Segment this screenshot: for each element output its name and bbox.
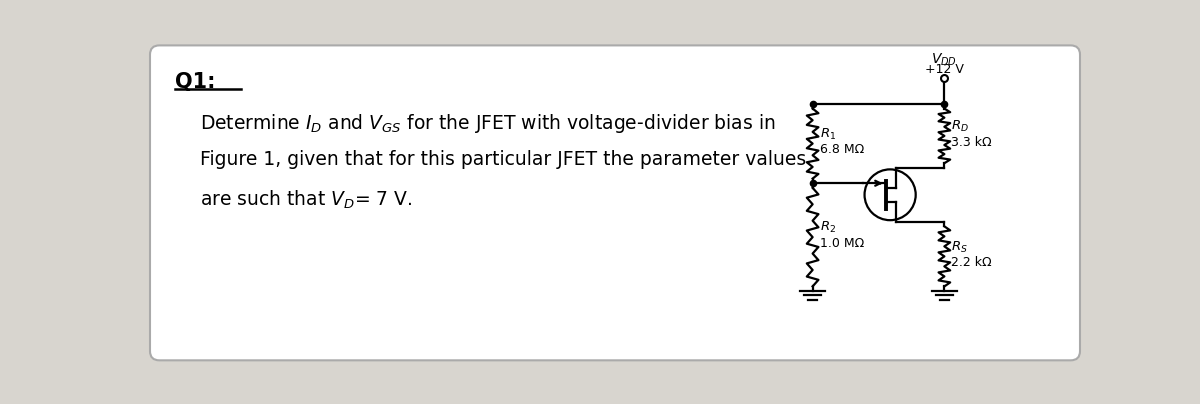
Text: $R_D$: $R_D$ xyxy=(952,119,970,134)
Text: $R_S$: $R_S$ xyxy=(952,240,968,255)
Text: 2.2 kΩ: 2.2 kΩ xyxy=(952,256,992,269)
Text: 3.3 kΩ: 3.3 kΩ xyxy=(952,135,992,149)
Text: $R_2$: $R_2$ xyxy=(820,220,835,236)
Text: Determine $I_D$ and $V_{GS}$ for the JFET with voltage-divider bias in: Determine $I_D$ and $V_{GS}$ for the JFE… xyxy=(200,112,776,135)
Text: are such that $V_D$= 7 V.: are such that $V_D$= 7 V. xyxy=(200,189,413,211)
Text: Figure 1, given that for this particular JFET the parameter values: Figure 1, given that for this particular… xyxy=(200,150,806,169)
Text: 6.8 MΩ: 6.8 MΩ xyxy=(820,143,864,156)
Text: $V_{DD}$: $V_{DD}$ xyxy=(931,51,958,68)
Text: $R_1$: $R_1$ xyxy=(820,127,836,142)
FancyBboxPatch shape xyxy=(150,45,1080,360)
Text: +12 V: +12 V xyxy=(925,63,964,76)
Text: 1.0 MΩ: 1.0 MΩ xyxy=(820,237,864,250)
Text: Q1:: Q1: xyxy=(175,72,215,92)
